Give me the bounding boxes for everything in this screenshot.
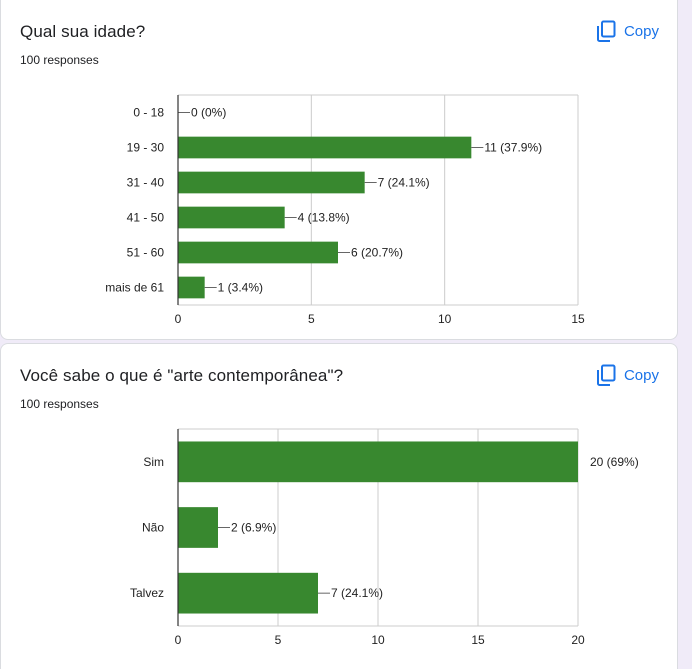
data-label: 7 (24.1%) (331, 586, 383, 600)
x-tick-label: 10 (438, 312, 452, 326)
copy-label: Copy (623, 366, 659, 384)
data-label: 4 (13.8%) (298, 211, 350, 225)
chart-card-arte: Você sabe o que é "arte contemporânea"? … (0, 343, 678, 669)
x-tick-label: 5 (275, 633, 282, 647)
arte-bar-chart: 0 5 10 15 20 Sim 20 (69%) Não 2 (6.9%) Talvez 7 (2… (130, 428, 639, 647)
data-label: 2 (6.9%) (231, 521, 276, 535)
question-title: Qual sua idade? (20, 22, 146, 41)
copy-icon (596, 20, 616, 42)
category-label: 0 - 18 (133, 106, 164, 120)
data-label: 6 (20.7%) (351, 246, 403, 260)
data-label: 11 (37.9%) (484, 141, 542, 155)
category-label: 19 - 30 (127, 141, 165, 155)
x-tick-label: 10 (371, 633, 385, 647)
x-tick-label: 15 (471, 633, 485, 647)
bar (178, 206, 285, 229)
category-label: 31 - 40 (127, 176, 165, 190)
question-title: Você sabe o que é "arte contemporânea"? (20, 366, 344, 385)
bar (178, 241, 338, 264)
bar (178, 572, 318, 614)
response-count: 100 responses (20, 397, 99, 411)
x-tick-label: 0 (175, 633, 182, 647)
copy-button[interactable]: Copy (592, 362, 663, 388)
age-bar-chart: 0 5 10 15 0 - 18 0 (0%) 19 - 30 11 (37.9%) 31 - … (105, 94, 585, 326)
category-label: mais de 61 (105, 281, 164, 295)
copy-button[interactable]: Copy (592, 18, 663, 44)
x-tick-label: 0 (175, 312, 182, 326)
bar (178, 276, 205, 299)
category-label: Não (142, 521, 164, 535)
bar (178, 136, 472, 159)
copy-label: Copy (623, 22, 659, 40)
x-tick-label: 15 (571, 312, 585, 326)
category-label: Talvez (130, 586, 164, 600)
category-label: 41 - 50 (127, 211, 165, 225)
category-label: 51 - 60 (127, 246, 165, 260)
data-label: 1 (3.4%) (218, 281, 263, 295)
response-count: 100 responses (20, 53, 99, 67)
x-tick-label: 20 (571, 633, 585, 647)
bar (178, 441, 578, 483)
category-label: Sim (143, 455, 164, 469)
chart-card-idade: Qual sua idade? 100 responses Copy 0 5 10 1… (0, 0, 678, 340)
bar (178, 507, 218, 548)
data-label: 0 (0%) (191, 106, 226, 120)
copy-icon (596, 364, 616, 386)
data-label: 7 (24.1%) (378, 176, 430, 190)
bar (178, 171, 365, 194)
data-label: 20 (69%) (590, 455, 639, 469)
x-tick-label: 5 (308, 312, 315, 326)
